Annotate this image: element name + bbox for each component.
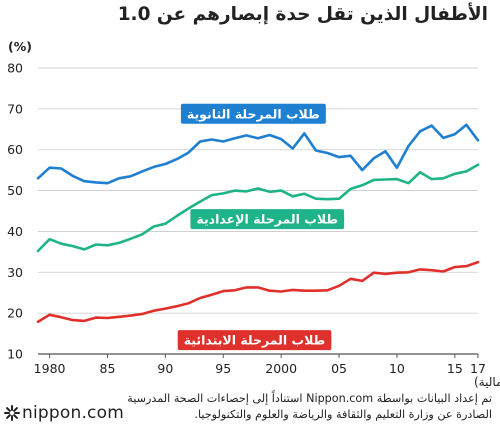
series-labels: طلاب المرحلة الثانوية طلاب المرحلة الإعدا…: [177, 103, 345, 351]
series-label-text-2: طلاب المرحلة الابتدائية: [184, 333, 326, 348]
x-tick-label-17: 17: [470, 361, 486, 376]
series-label-2: طلاب المرحلة الابتدائية: [177, 330, 332, 351]
y-tick-label-30: 30: [7, 265, 23, 280]
x-tick-label-15: 15: [447, 361, 463, 376]
series-line-0: [36, 123, 480, 185]
x-tick-label-90: 90: [157, 361, 173, 376]
y-tick-label-10: 10: [7, 347, 23, 362]
series-label-text-0: طلاب المرحلة الثانوية: [187, 106, 320, 121]
chart-title: الأطفال الذين تقل حدة إبصارهم عن 1.0: [117, 4, 488, 25]
x-tick-label-10: 10: [389, 361, 405, 376]
x-tick-label-1980: 1980: [34, 361, 66, 376]
source-note: تم إعداد البيانات بواسطة Nippon.com استن…: [52, 391, 492, 423]
x-axis-label: (السنة المالية): [474, 375, 500, 389]
y-axis-ticks: 10 20 30 40 50 60 70 80: [7, 61, 23, 362]
series-line-2: [36, 260, 480, 324]
y-tick-label-20: 20: [7, 306, 23, 321]
series-lines: [36, 123, 480, 324]
logo-text: nippon.com: [22, 403, 124, 423]
source-line-2: الصادرة عن وزارة التعليم والثقافة والريا…: [194, 408, 492, 421]
x-axis-ticks: 1980 85 90 95 2000 05 10 15 17: [34, 354, 486, 376]
x-tick-label-85: 85: [100, 361, 116, 376]
gridlines: [38, 67, 478, 355]
y-tick-label-70: 70: [7, 101, 23, 116]
x-tick-label-2000: 2000: [265, 361, 297, 376]
series-label-box-0: [180, 103, 326, 124]
y-tick-label-80: 80: [7, 61, 23, 76]
series-label-0: طلاب المرحلة الثانوية: [180, 103, 326, 124]
y-tick-label-40: 40: [7, 224, 23, 239]
series-label-text-1: طلاب المرحلة الإعدادية: [196, 212, 338, 227]
x-tick-label-05: 05: [331, 361, 347, 376]
nippon-logo: nippon.com: [3, 403, 124, 423]
source-line-1: تم إعداد البيانات بواسطة Nippon.com استن…: [127, 392, 492, 405]
y-axis-unit-label: (%): [8, 39, 32, 54]
x-tick-label-95: 95: [215, 361, 231, 376]
y-tick-label-60: 60: [7, 142, 23, 157]
y-tick-label-50: 50: [7, 183, 23, 198]
series-label-box-1: [190, 209, 345, 230]
series-label-box-2: [177, 330, 332, 351]
series-line-1: [36, 163, 480, 253]
series-label-1: طلاب المرحلة الإعدادية: [190, 209, 345, 230]
logo-sunburst-icon: [3, 405, 20, 421]
